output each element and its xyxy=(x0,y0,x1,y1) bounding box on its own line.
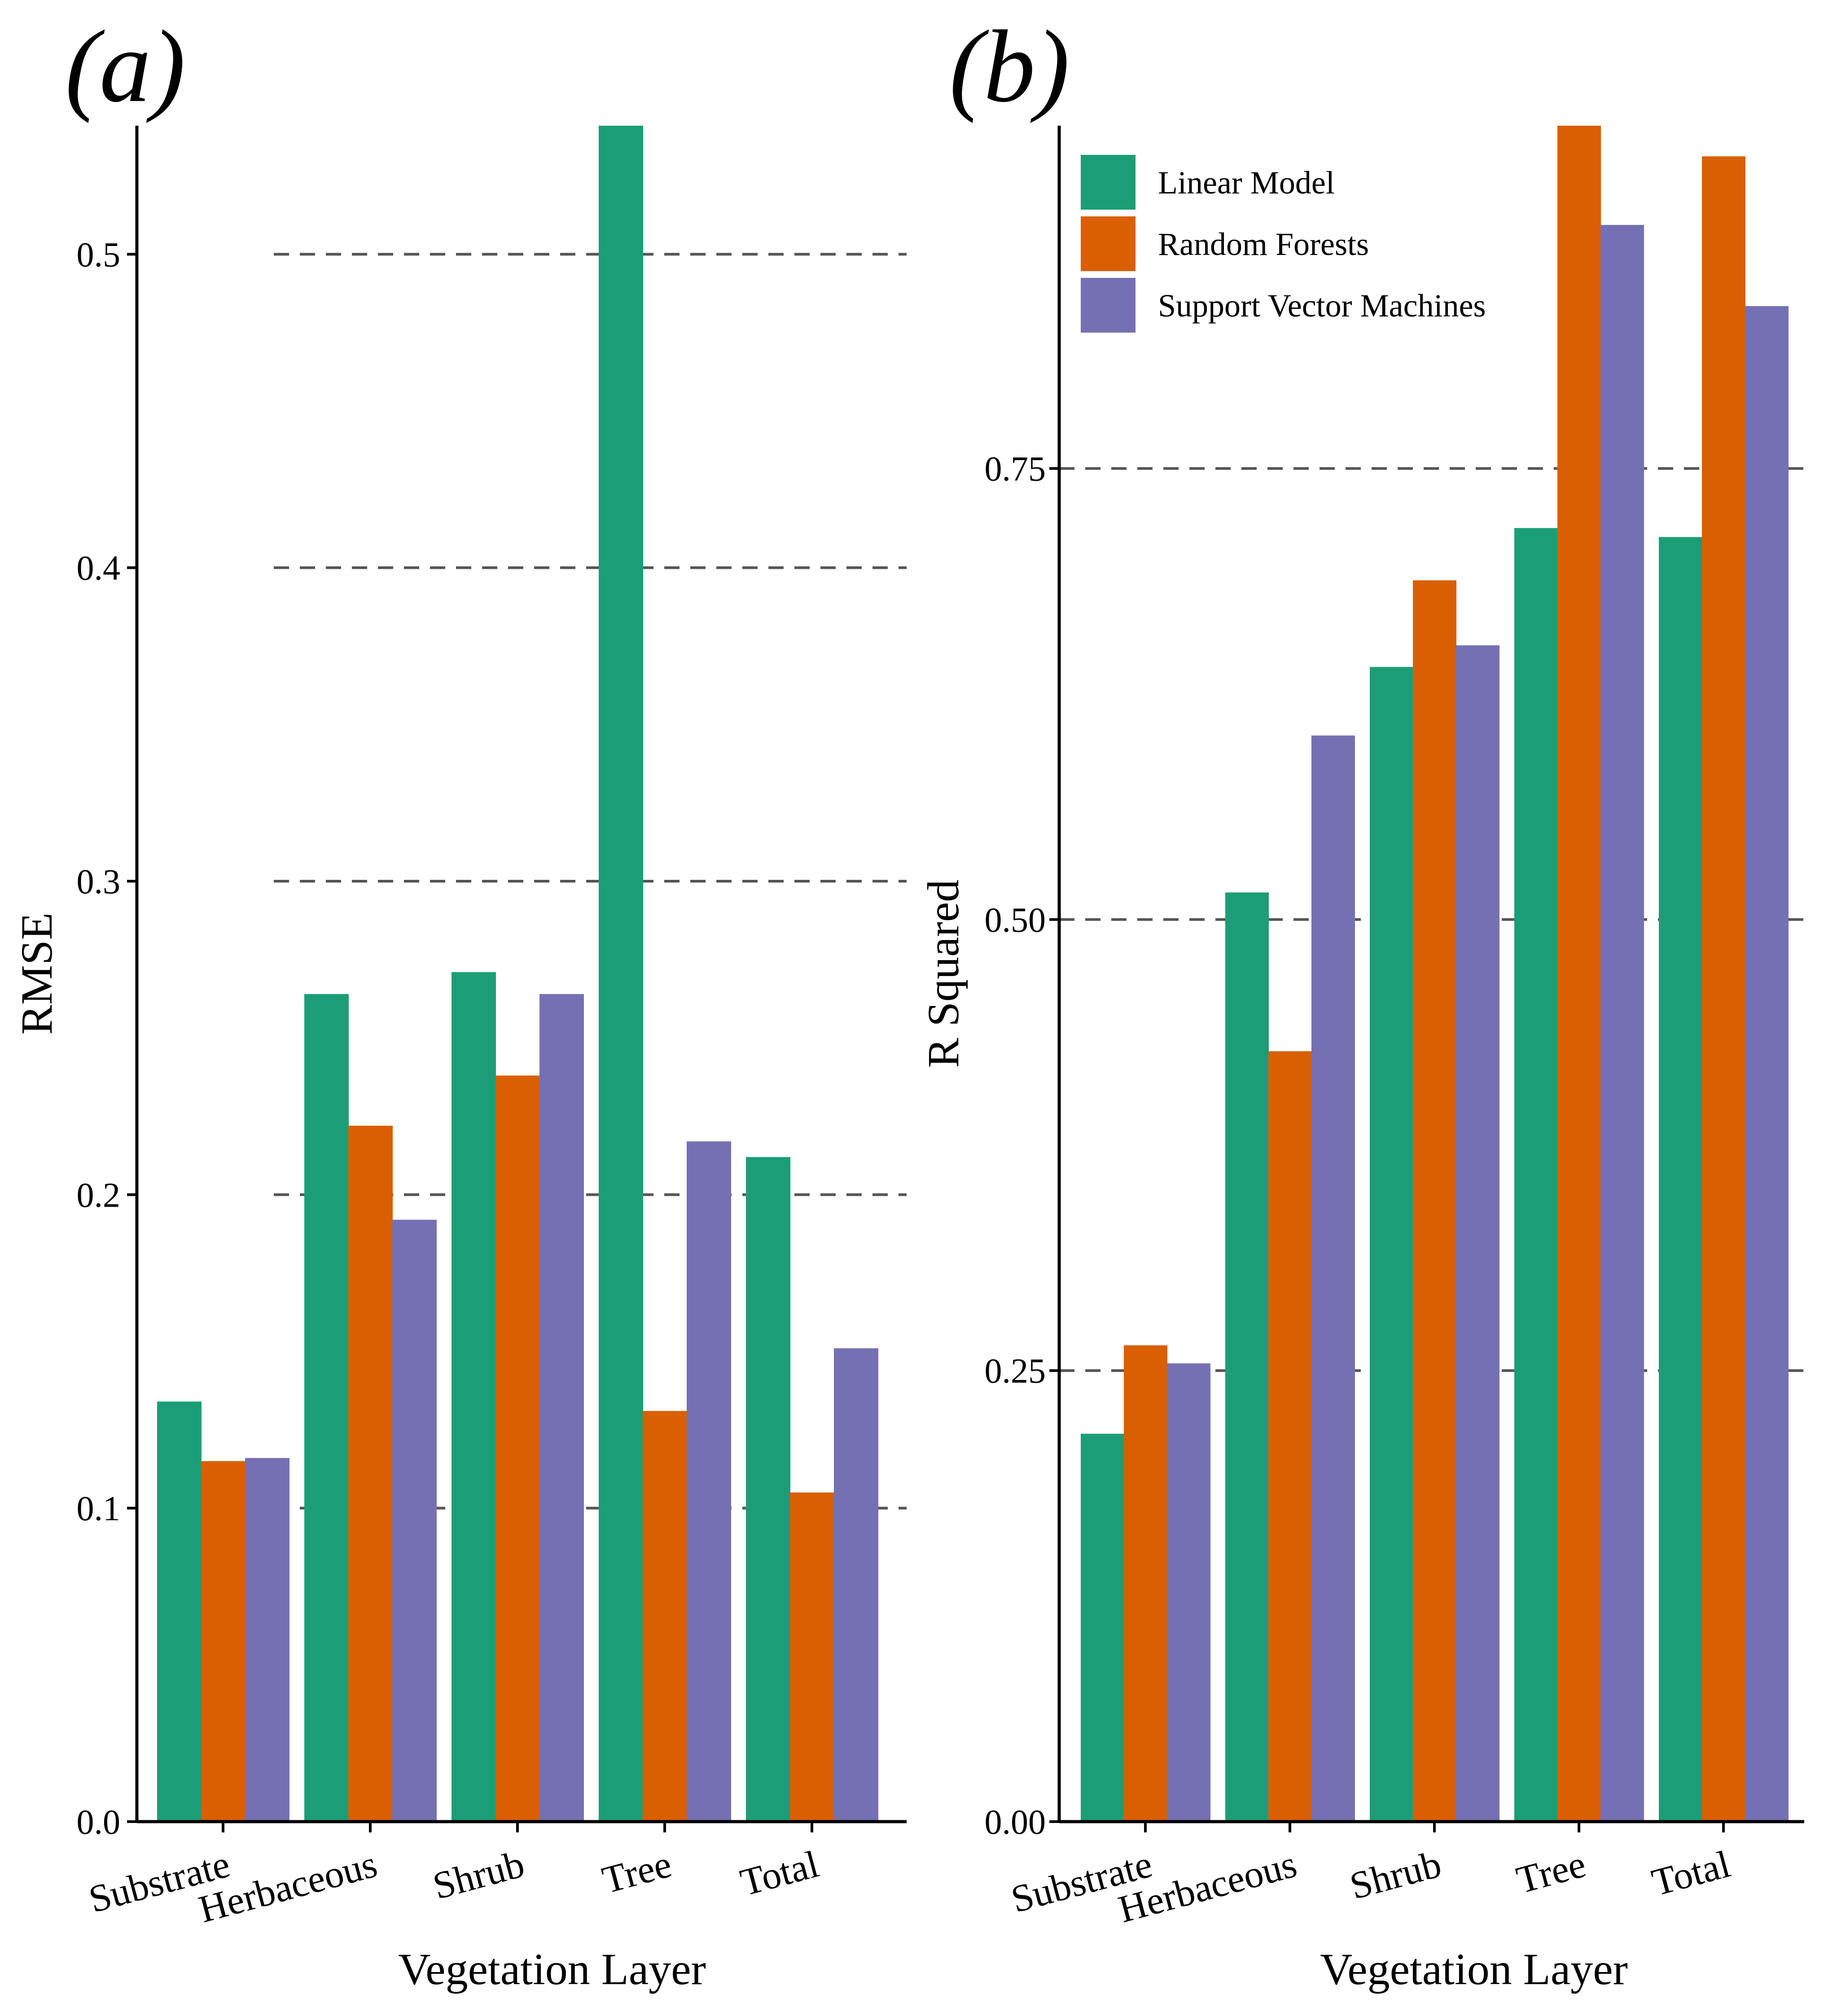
bar-random-forests-herbaceous xyxy=(1268,1051,1312,1822)
bar-linear-model-substrate xyxy=(1081,1433,1124,1822)
y-tick-label: 0.0 xyxy=(77,1802,121,1841)
y-tick-label: 0.50 xyxy=(985,900,1046,939)
x-axis-title: Vegetation Layer xyxy=(1320,1944,1628,1994)
legend-swatch-linear-model xyxy=(1081,155,1136,210)
y-tick-label: 0.3 xyxy=(77,862,121,901)
x-tick-label-tree: Tree xyxy=(598,1842,676,1902)
bar-support-vector-machines-herbaceous xyxy=(392,1220,437,1822)
bar-linear-model-herbaceous xyxy=(304,994,349,1822)
bar-linear-model-total xyxy=(746,1157,790,1822)
bar-support-vector-machines-herbaceous xyxy=(1311,735,1355,1822)
bar-random-forests-shrub xyxy=(1413,580,1456,1822)
bar-support-vector-machines-total xyxy=(834,1348,878,1822)
bar-linear-model-tree xyxy=(1514,528,1558,1822)
bar-random-forests-shrub xyxy=(495,1075,540,1822)
x-tick-label-total: Total xyxy=(1648,1842,1735,1904)
bar-random-forests-tree xyxy=(643,1411,687,1822)
bar-support-vector-machines-substrate xyxy=(1167,1363,1210,1822)
bar-linear-model-total xyxy=(1659,537,1702,1822)
bar-support-vector-machines-substrate xyxy=(245,1458,289,1822)
y-axis-title: RMSE xyxy=(12,913,61,1035)
bar-random-forests-substrate xyxy=(1124,1345,1167,1822)
bar-linear-model-substrate xyxy=(157,1401,202,1822)
bar-linear-model-shrub xyxy=(1370,667,1413,1822)
y-tick-label: 0.00 xyxy=(985,1802,1046,1841)
bar-support-vector-machines-shrub xyxy=(539,994,584,1822)
y-tick-label: 0.4 xyxy=(77,549,121,588)
bar-support-vector-machines-shrub xyxy=(1456,645,1499,1822)
panel-label: (a) xyxy=(65,9,185,123)
legend-label: Linear Model xyxy=(1158,165,1335,201)
legend-label: Random Forests xyxy=(1158,226,1369,262)
bar-linear-model-tree xyxy=(599,126,643,1822)
panel-label: (b) xyxy=(949,9,1070,123)
legend-label: Support Vector Machines xyxy=(1158,288,1486,324)
y-tick-label: 0.25 xyxy=(985,1351,1046,1390)
x-tick-label-shrub: Shrub xyxy=(429,1842,529,1908)
bar-random-forests-tree xyxy=(1557,126,1601,1822)
x-tick-label-tree: Tree xyxy=(1512,1842,1590,1902)
y-axis-title: R Squared xyxy=(918,879,968,1067)
y-tick-label: 0.5 xyxy=(77,235,121,274)
panel-a-rmse-chart: (a)0.00.10.20.30.40.5SubstrateHerbaceous… xyxy=(12,9,907,1994)
legend-swatch-random-forests xyxy=(1081,216,1136,271)
y-tick-label: 0.1 xyxy=(77,1489,121,1528)
x-tick-label-shrub: Shrub xyxy=(1346,1842,1446,1908)
bar-random-forests-substrate xyxy=(201,1461,246,1822)
bar-random-forests-herbaceous xyxy=(348,1125,393,1822)
bar-support-vector-machines-tree xyxy=(1600,225,1644,1822)
bar-linear-model-herbaceous xyxy=(1225,892,1269,1822)
bar-random-forests-total xyxy=(790,1492,834,1822)
legend-swatch-support-vector-machines xyxy=(1081,278,1136,333)
y-tick-label: 0.75 xyxy=(985,449,1046,488)
bar-support-vector-machines-total xyxy=(1745,306,1789,1822)
x-axis-title: Vegetation Layer xyxy=(398,1944,706,1994)
y-tick-label: 0.2 xyxy=(77,1175,121,1214)
bar-random-forests-total xyxy=(1702,156,1745,1822)
bar-linear-model-shrub xyxy=(452,972,496,1822)
bar-support-vector-machines-tree xyxy=(687,1141,731,1822)
x-tick-label-total: Total xyxy=(736,1842,823,1904)
legend: Linear Model Random Forests Support Vector… xyxy=(1081,155,1486,333)
